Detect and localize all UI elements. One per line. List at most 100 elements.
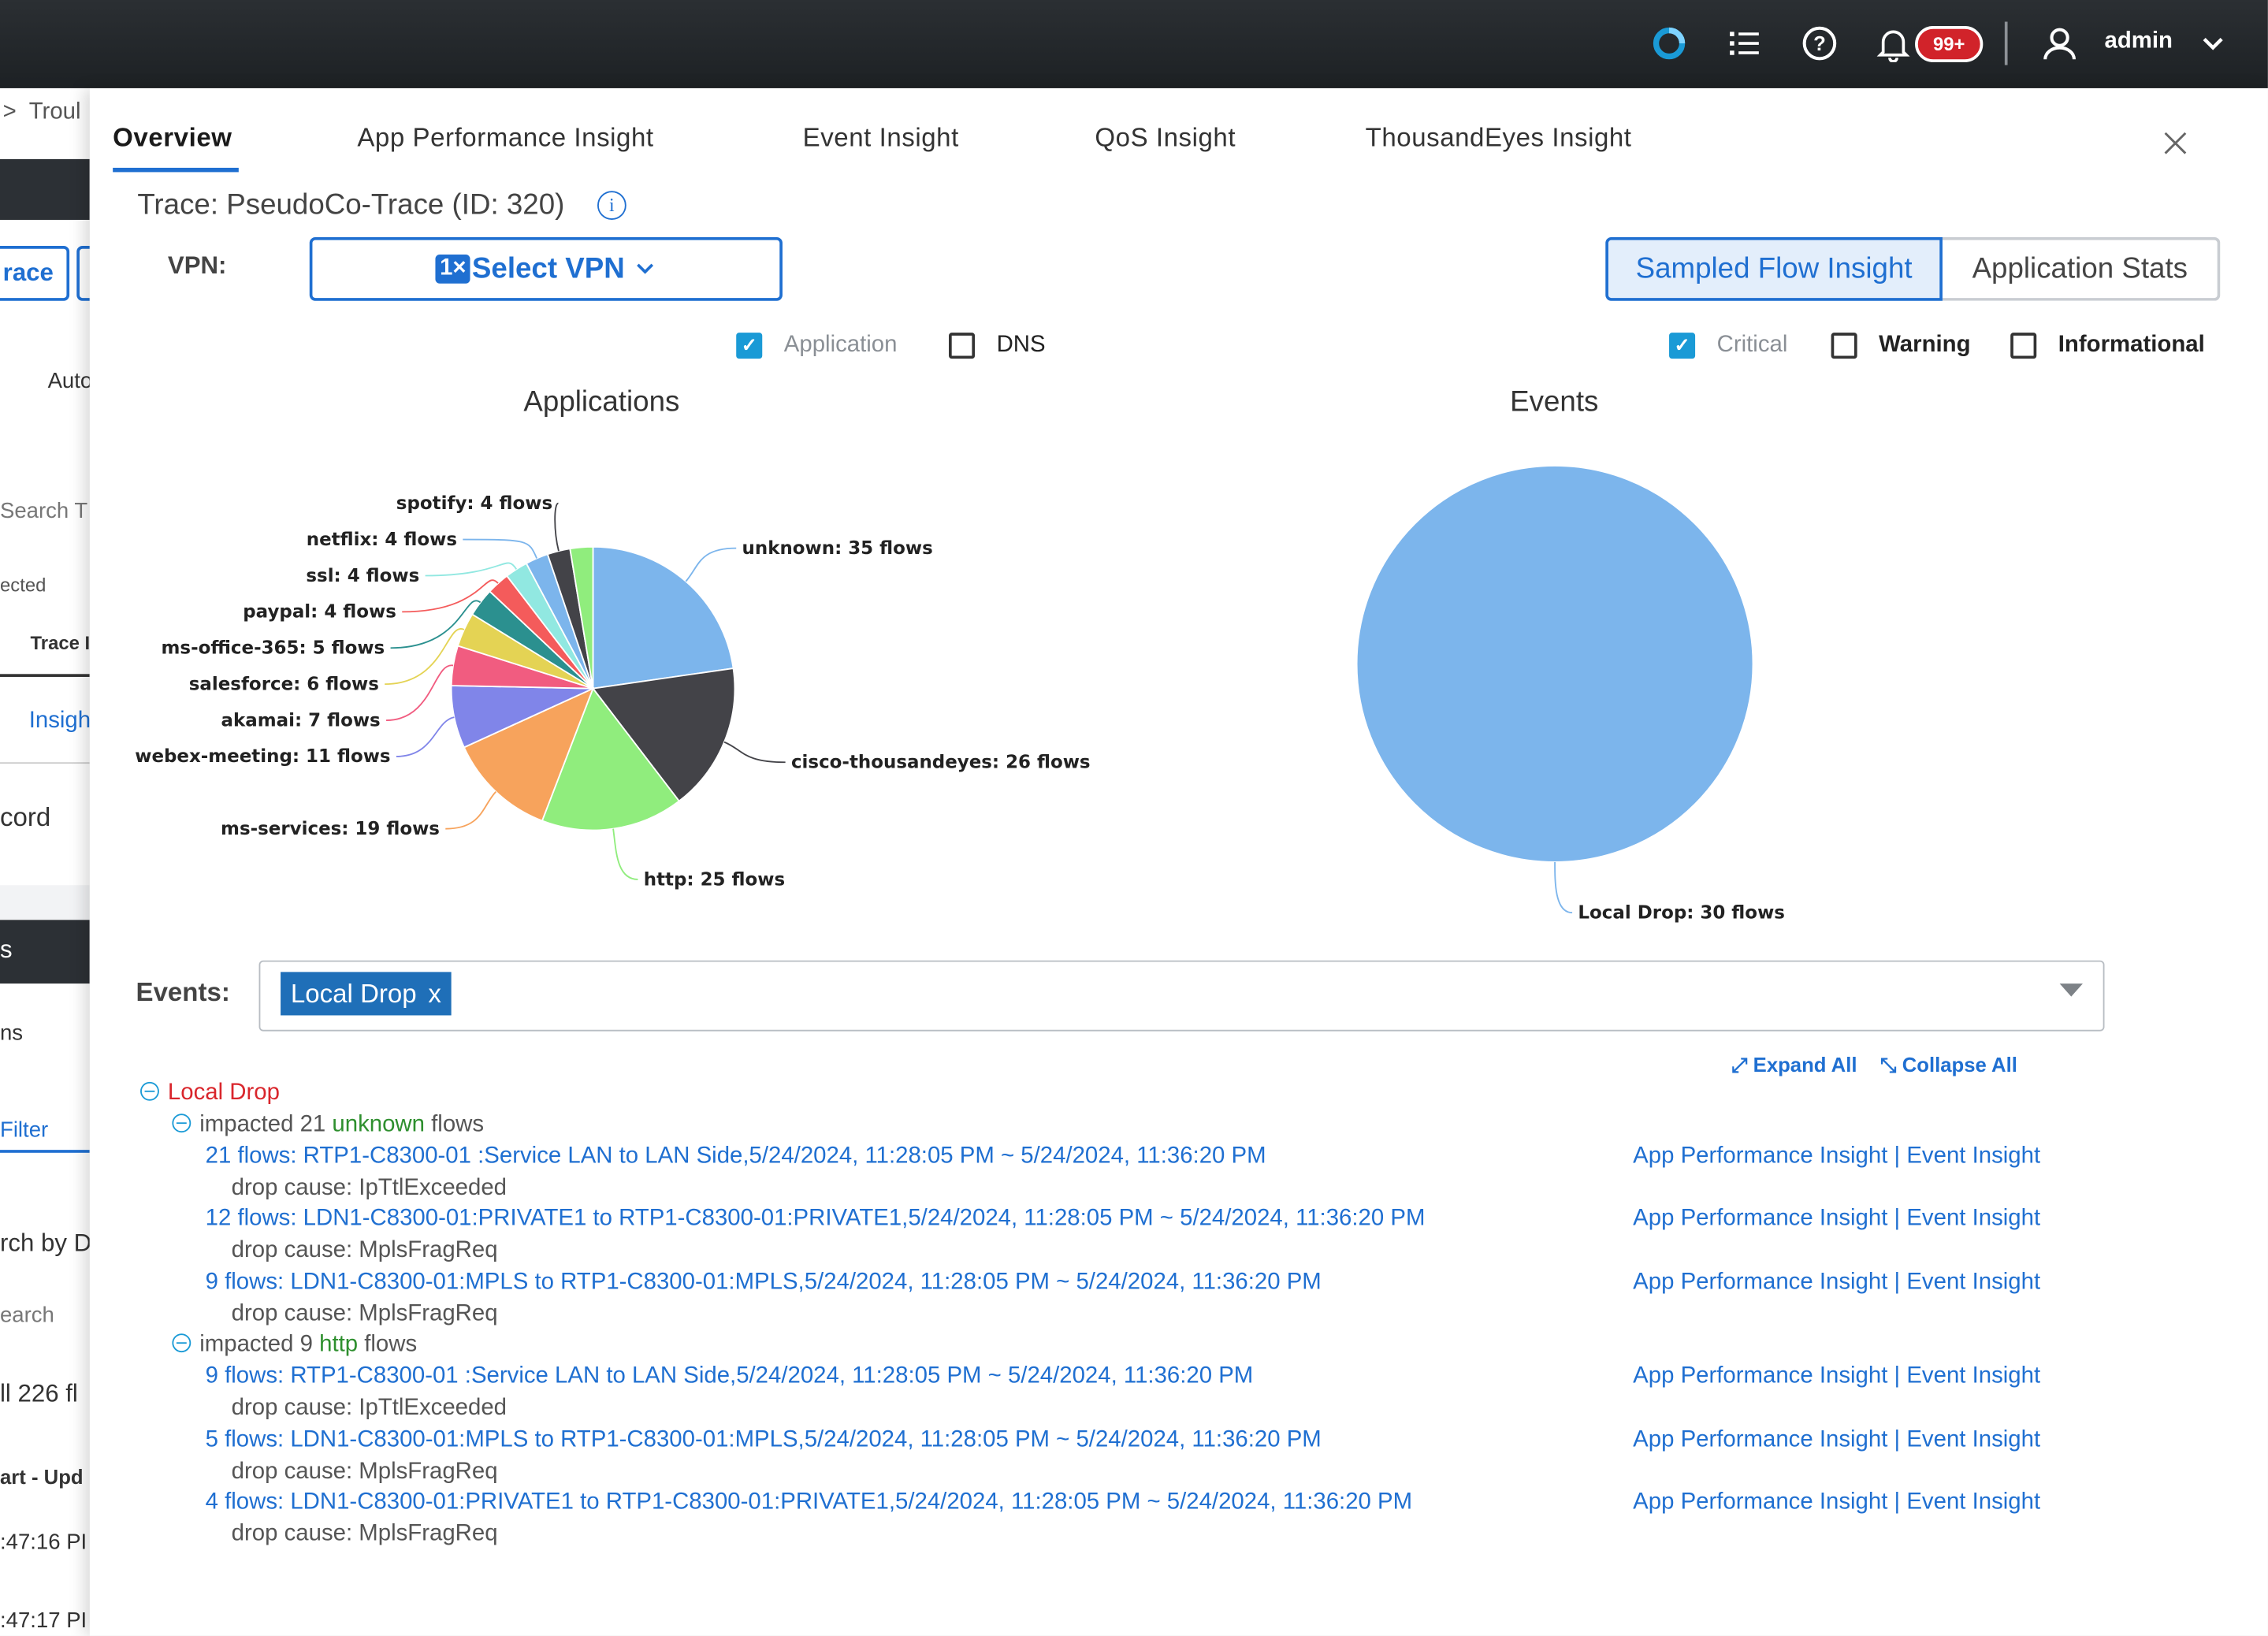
event-name: Local Drop <box>167 1080 280 1106</box>
application-checkbox[interactable]: ✓ Application <box>736 333 897 359</box>
row-links: App Performance Insight | Event Insight <box>1633 1270 2040 1296</box>
bg-text: cord <box>0 802 51 832</box>
collapse-circle-icon[interactable] <box>172 1114 191 1133</box>
application-stats-button[interactable]: Application Stats <box>1942 237 2221 301</box>
local-drop-chip[interactable]: Local Drop x <box>281 972 452 1016</box>
vpn-count-tag[interactable]: 1× <box>435 255 471 284</box>
checkbox-checked-icon[interactable]: ✓ <box>736 333 763 359</box>
bg-search[interactable]: earch <box>0 1303 54 1328</box>
bg-divider <box>0 1150 90 1153</box>
event-insight-link[interactable]: Event Insight <box>1906 1427 2041 1452</box>
chevron-down-icon[interactable] <box>2194 24 2232 62</box>
tab-overview[interactable]: Overview <box>113 123 232 152</box>
group-app: unknown <box>332 1112 425 1137</box>
app-performance-insight-link[interactable]: App Performance Insight <box>1633 1206 1888 1231</box>
bg-search[interactable]: Search T <box>0 499 88 524</box>
bg-header-bar <box>0 158 90 220</box>
app-performance-insight-link[interactable]: App Performance Insight <box>1633 1427 1888 1452</box>
checkbox-checked-icon[interactable]: ✓ <box>1669 333 1696 359</box>
event-insight-link[interactable]: Event Insight <box>1906 1206 2041 1231</box>
group-node[interactable]: impacted 21 unknown flows <box>172 1112 484 1138</box>
expand-icon: ⤢ <box>1731 1053 1748 1076</box>
tab-thousandeyes-insight[interactable]: ThousandEyes Insight <box>1365 123 1632 152</box>
event-insight-link[interactable]: Event Insight <box>1906 1363 2041 1389</box>
dropdown-caret-icon[interactable] <box>2059 983 2083 997</box>
collapse-circle-icon[interactable] <box>140 1081 159 1101</box>
applications-pie-slice-ms-services[interactable] <box>463 686 595 822</box>
bg-tab[interactable]: Insigh <box>28 708 90 734</box>
flow-link[interactable]: 9 flows: LDN1-C8300-01:MPLS to RTP1-C830… <box>205 1270 1322 1295</box>
bg-trace-button[interactable]: race <box>0 246 70 301</box>
applications-pie-connector <box>425 562 518 577</box>
events-multiselect[interactable]: Local Drop x <box>258 960 2105 1032</box>
event-insight-link[interactable]: Event Insight <box>1906 1270 2041 1295</box>
warning-checkbox[interactable]: Warning <box>1831 333 1971 359</box>
checkbox-unchecked-icon[interactable] <box>949 333 976 359</box>
drop-cause: drop cause: MplsFragReq <box>231 1459 498 1485</box>
flow-link[interactable]: 12 flows: LDN1-C8300-01:PRIVATE1 to RTP1… <box>205 1206 1426 1231</box>
bg-text: Trace I <box>30 632 90 654</box>
applications-pie-slice-other[interactable] <box>569 545 594 689</box>
applications-pie-data-label: http: 25 flows <box>644 869 785 890</box>
applications-pie-data-label: netflix: 4 flows <box>307 530 457 550</box>
trace-title: Trace: PseudoCo-Trace (ID: 320) <box>137 189 565 221</box>
row-links: App Performance Insight | Event Insight <box>1633 1207 2040 1233</box>
bg-button[interactable] <box>76 246 90 301</box>
username[interactable]: admin <box>2104 28 2173 54</box>
flow-link[interactable]: 9 flows: RTP1-C8300-01 :Service LAN to L… <box>205 1363 1254 1389</box>
app-performance-insight-link[interactable]: App Performance Insight <box>1633 1489 1888 1515</box>
applications-pie-connector <box>390 600 481 649</box>
applications-pie-connector <box>385 628 465 686</box>
flow-link[interactable]: 21 flows: RTP1-C8300-01 :Service LAN to … <box>205 1143 1266 1169</box>
tab-event-insight[interactable]: Event Insight <box>802 123 959 152</box>
app-performance-insight-link[interactable]: App Performance Insight <box>1633 1270 1888 1295</box>
bg-text: ected <box>0 574 46 597</box>
event-node[interactable]: Local Drop <box>140 1080 280 1106</box>
checkbox-label: DNS <box>996 333 1046 358</box>
checkbox-unchecked-icon[interactable] <box>1831 333 1857 359</box>
critical-checkbox[interactable]: ✓ Critical <box>1669 333 1787 359</box>
tab-app-performance-insight[interactable]: App Performance Insight <box>357 123 654 152</box>
sampled-flow-insight-button[interactable]: Sampled Flow Insight <box>1605 237 1943 301</box>
notification-badge[interactable]: 99+ <box>1915 26 1984 62</box>
close-icon[interactable] <box>2162 130 2188 156</box>
applications-pie-connector <box>386 664 454 721</box>
applications-pie-data-label: unknown: 35 flows <box>742 538 933 559</box>
user-icon[interactable] <box>2041 24 2079 62</box>
applications-pie-slice-http[interactable] <box>541 686 681 831</box>
bg-text: ns <box>0 1021 24 1046</box>
flow-link[interactable]: 5 flows: LDN1-C8300-01:MPLS to RTP1-C830… <box>205 1427 1322 1452</box>
checkbox-unchecked-icon[interactable] <box>2010 333 2037 359</box>
dns-checkbox[interactable]: DNS <box>949 333 1046 359</box>
checkbox-label: Application <box>783 333 898 358</box>
bg-filter[interactable]: Filter <box>0 1117 49 1143</box>
drop-cause: drop cause: MplsFragReq <box>231 1521 498 1547</box>
app-performance-insight-link[interactable]: App Performance Insight <box>1633 1143 1888 1169</box>
info-icon[interactable]: i <box>597 191 626 220</box>
applications-pie-data-label: paypal: 4 flows <box>243 602 396 623</box>
svg-text:?: ? <box>1813 33 1826 55</box>
collapse-all-button[interactable]: ⤡ Collapse All <box>1880 1053 2017 1077</box>
events-pie-slice-local-drop[interactable] <box>1355 465 1754 863</box>
chip-remove-icon[interactable]: x <box>428 978 441 1008</box>
flow-link[interactable]: 4 flows: LDN1-C8300-01:PRIVATE1 to RTP1-… <box>205 1489 1413 1515</box>
help-icon[interactable]: ? <box>1801 24 1839 62</box>
vpn-select[interactable]: 1× Select VPN <box>309 237 783 301</box>
informational-checkbox[interactable]: Informational <box>2010 333 2205 359</box>
row-links: App Performance Insight | Event Insight <box>1633 1489 2040 1515</box>
applications-pie-slice-unknown[interactable] <box>592 545 734 690</box>
collapse-circle-icon[interactable] <box>172 1333 191 1353</box>
group-node[interactable]: impacted 9 http flows <box>172 1332 417 1358</box>
bell-icon[interactable] <box>1875 24 1913 62</box>
drop-cause: drop cause: IpTtlExceeded <box>231 1176 508 1201</box>
top-bar: ? 99+ admin <box>0 0 2268 88</box>
loader-logo-icon[interactable] <box>1650 24 1688 62</box>
expand-all-button[interactable]: ⤢ Expand All <box>1731 1053 1857 1077</box>
group-app: http <box>319 1332 359 1357</box>
app-performance-insight-link[interactable]: App Performance Insight <box>1633 1363 1888 1389</box>
task-list-icon[interactable] <box>1726 24 1764 62</box>
bg-text: ll 226 fl <box>0 1379 78 1407</box>
event-insight-link[interactable]: Event Insight <box>1906 1143 2041 1169</box>
event-insight-link[interactable]: Event Insight <box>1906 1489 2041 1515</box>
tab-qos-insight[interactable]: QoS Insight <box>1095 123 1236 152</box>
